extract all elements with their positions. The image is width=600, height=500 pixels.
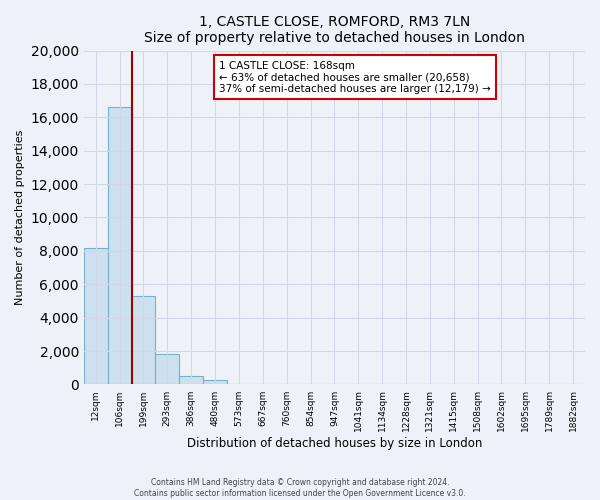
Bar xyxy=(84,248,107,384)
X-axis label: Distribution of detached houses by size in London: Distribution of detached houses by size … xyxy=(187,437,482,450)
Bar xyxy=(155,354,179,384)
Text: Contains HM Land Registry data © Crown copyright and database right 2024.
Contai: Contains HM Land Registry data © Crown c… xyxy=(134,478,466,498)
Bar xyxy=(179,376,203,384)
Bar xyxy=(107,108,131,384)
Title: 1, CASTLE CLOSE, ROMFORD, RM3 7LN
Size of property relative to detached houses i: 1, CASTLE CLOSE, ROMFORD, RM3 7LN Size o… xyxy=(144,15,525,45)
Bar xyxy=(203,380,227,384)
Bar xyxy=(131,296,155,384)
Y-axis label: Number of detached properties: Number of detached properties xyxy=(15,130,25,305)
Text: 1 CASTLE CLOSE: 168sqm
← 63% of detached houses are smaller (20,658)
37% of semi: 1 CASTLE CLOSE: 168sqm ← 63% of detached… xyxy=(219,60,491,94)
